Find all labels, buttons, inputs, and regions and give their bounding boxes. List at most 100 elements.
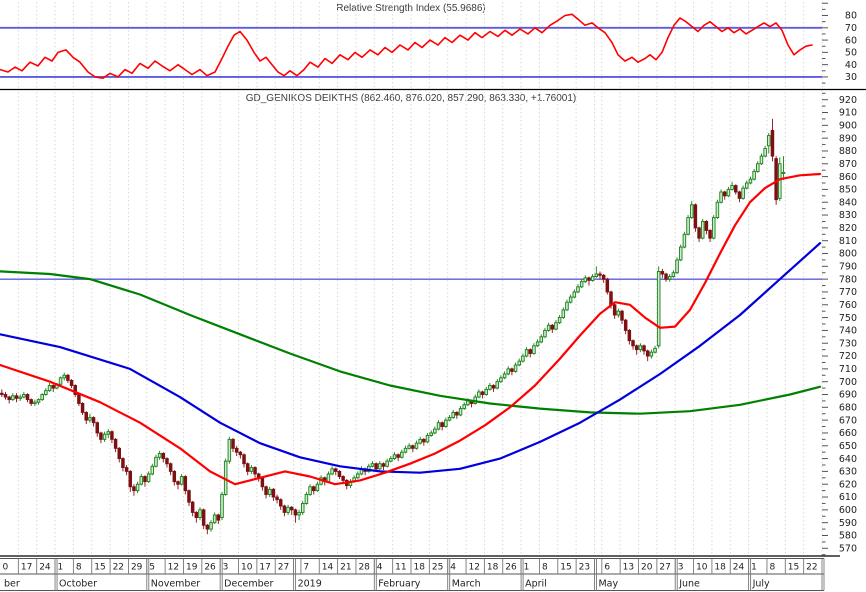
x-axis: 0 17 24 1 8 15 22 29 5 12 19 26 3 10 17 27 7 14 21 28 4 11 18 2… xyxy=(0,555,840,591)
rsi-line xyxy=(0,13,813,79)
rsi-panel-title: Relative Strength Index (55.9686) xyxy=(336,3,486,14)
x-axis-month-label: May xyxy=(598,579,618,590)
price-panel-title: GD_GENIKOS DEIKTHS (862.460, 876.020, 85… xyxy=(245,93,577,104)
price-tick-label: 880 xyxy=(839,146,857,157)
x-axis-month-label: ber xyxy=(4,579,20,590)
rsi-band-lines xyxy=(0,26,822,78)
price-tick-label: 570 xyxy=(839,544,857,555)
x-axis-day-label: 8 xyxy=(542,563,548,573)
x-axis-day-label: 1 xyxy=(58,563,64,573)
x-axis-day-label: 26 xyxy=(204,563,216,573)
rsi-tick-label: 60 xyxy=(845,35,857,46)
x-axis-day-label: 28 xyxy=(358,563,370,573)
x-axis-day-label: 8 xyxy=(769,563,775,573)
price-tick-label: 610 xyxy=(839,492,857,503)
x-axis-day-label: 6 xyxy=(604,563,610,573)
rsi-tick-label: 30 xyxy=(845,72,857,83)
price-tick-label: 780 xyxy=(839,274,857,285)
price-tick-label: 840 xyxy=(839,197,857,208)
price-tick-label: 790 xyxy=(839,262,857,273)
price-tick-label: 900 xyxy=(839,121,857,132)
price-tick-label: 870 xyxy=(839,159,857,170)
x-axis-day-label: 15 xyxy=(560,563,571,573)
price-tick-label: 760 xyxy=(839,300,857,311)
price-tick-label: 650 xyxy=(839,441,857,452)
ma-slow-line xyxy=(0,270,822,415)
price-tick-label: 680 xyxy=(839,403,857,414)
price-tick-label: 690 xyxy=(839,390,857,401)
x-axis-month-label: June xyxy=(678,579,700,590)
x-axis-day-label: 3 xyxy=(223,563,229,573)
price-tick-label: 700 xyxy=(839,377,857,388)
x-axis-day-label: 25 xyxy=(432,563,443,573)
candlesticks xyxy=(0,118,786,535)
x-axis-day-label: 12 xyxy=(168,563,179,573)
price-tick-label: 580 xyxy=(839,531,857,542)
price-tick-label: 850 xyxy=(839,185,857,196)
x-axis-month-label: November xyxy=(151,579,201,590)
x-axis-month-label: 2019 xyxy=(298,579,322,590)
x-axis-day-label: 17 xyxy=(259,563,270,573)
x-axis-day-label: 14 xyxy=(322,563,334,573)
x-axis-day-label: 24 xyxy=(733,563,745,573)
x-axis-day-label: 18 xyxy=(414,563,426,573)
x-axis-day-label: 22 xyxy=(806,563,817,573)
x-axis-day-label: 10 xyxy=(696,563,708,573)
price-tick-label: 740 xyxy=(839,326,857,337)
x-axis-day-label: 13 xyxy=(623,563,634,573)
x-axis-day-label: 8 xyxy=(76,563,82,573)
rsi-tick-label: 80 xyxy=(845,11,857,22)
x-axis-day-label: 3 xyxy=(678,563,684,573)
x-axis-month-label: October xyxy=(59,579,97,590)
price-tick-label: 730 xyxy=(839,338,857,349)
x-axis-day-label: 15 xyxy=(788,563,799,573)
x-axis-day-label: 7 xyxy=(303,563,309,573)
price-tick-label: 820 xyxy=(839,223,857,234)
x-axis-day-label: 26 xyxy=(505,563,517,573)
x-axis-day-label: 23 xyxy=(579,563,590,573)
x-axis-month-label: December xyxy=(224,579,273,590)
x-axis-day-label: 29 xyxy=(131,563,143,573)
x-axis-month-label: April xyxy=(525,579,547,590)
price-tick-label: 890 xyxy=(839,133,857,144)
price-tick-label: 910 xyxy=(839,108,857,119)
x-axis-day-label: 15 xyxy=(94,563,105,573)
price-tick-label: 640 xyxy=(839,454,857,465)
price-tick-label: 670 xyxy=(839,415,857,426)
x-axis-day-label: 11 xyxy=(395,563,406,573)
x-axis-day-label: 22 xyxy=(113,563,124,573)
price-tick-label: 720 xyxy=(839,351,857,362)
x-axis-month-label: February xyxy=(378,579,420,590)
x-axis-day-label: 21 xyxy=(340,563,351,573)
rsi-tick-label: 70 xyxy=(845,23,857,34)
rsi-tick-label: 50 xyxy=(845,48,857,59)
price-tick-label: 630 xyxy=(839,467,857,478)
price-tick-label: 920 xyxy=(839,95,857,106)
x-axis-day-label: 4 xyxy=(450,563,456,573)
price-tick-label: 750 xyxy=(839,313,857,324)
price-tick-label: 800 xyxy=(839,249,857,260)
price-tick-label: 770 xyxy=(839,287,857,298)
x-axis-day-label: 4 xyxy=(377,563,383,573)
x-axis-month-label: March xyxy=(452,579,481,590)
ma-mid-line xyxy=(0,242,822,474)
price-tick-label: 600 xyxy=(839,505,857,516)
price-tick-label: 620 xyxy=(839,479,857,490)
ma-fast-line xyxy=(0,172,822,486)
x-axis-day-label: 18 xyxy=(487,563,499,573)
x-axis-day-label: 19 xyxy=(186,563,198,573)
x-axis-day-label: 27 xyxy=(278,563,289,573)
price-tick-label: 590 xyxy=(839,518,857,529)
price-tick-label: 810 xyxy=(839,236,857,247)
x-axis-day-label: 18 xyxy=(714,563,726,573)
x-axis-day-label: 17 xyxy=(21,563,32,573)
price-tick-label: 830 xyxy=(839,210,857,221)
x-axis-day-label: 27 xyxy=(659,563,670,573)
vertical-gridlines xyxy=(17,2,823,556)
x-axis-day-label: 1 xyxy=(751,563,757,573)
x-axis-day-label: 20 xyxy=(641,563,653,573)
